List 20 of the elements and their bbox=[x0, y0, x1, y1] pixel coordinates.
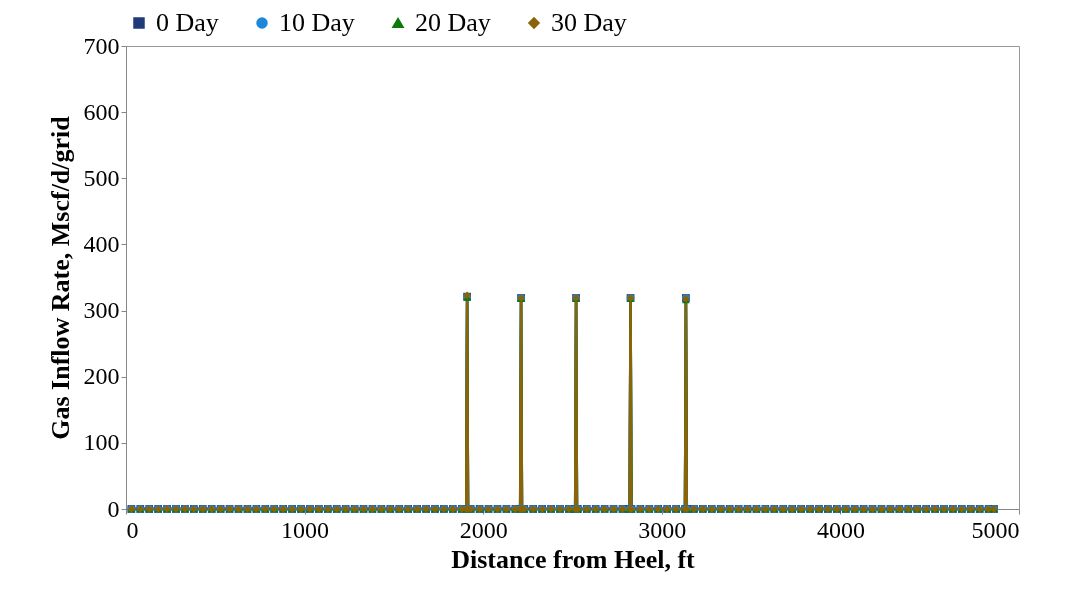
y-tick-label: 700 bbox=[83, 32, 120, 59]
legend-label: 30 Day bbox=[551, 8, 627, 37]
y-tick-label: 0 bbox=[107, 495, 120, 522]
y-tick-label: 100 bbox=[83, 429, 120, 456]
y-tick-label: 200 bbox=[83, 363, 120, 390]
x-tick-label: 5000 bbox=[971, 516, 1020, 543]
y-tick-label: 500 bbox=[83, 164, 120, 191]
y-tick-label: 300 bbox=[83, 297, 120, 324]
x-tick-label: 3000 bbox=[638, 516, 687, 543]
x-tick-label: 1000 bbox=[281, 516, 330, 543]
legend-label: 0 Day bbox=[156, 8, 219, 37]
x-tick-label: 4000 bbox=[816, 516, 865, 543]
legend-label: 10 Day bbox=[279, 8, 355, 37]
x-axis-title: Distance from Heel, ft bbox=[451, 544, 696, 574]
y-tick-label: 600 bbox=[83, 98, 120, 125]
x-tick-label: 2000 bbox=[459, 516, 508, 543]
y-tick-label: 400 bbox=[83, 230, 120, 257]
legend-label: 20 Day bbox=[415, 8, 491, 37]
y-axis-title: Gas Inflow Rate, Mscf/d/grid bbox=[45, 115, 75, 440]
x-tick-label: 0 bbox=[126, 516, 139, 543]
